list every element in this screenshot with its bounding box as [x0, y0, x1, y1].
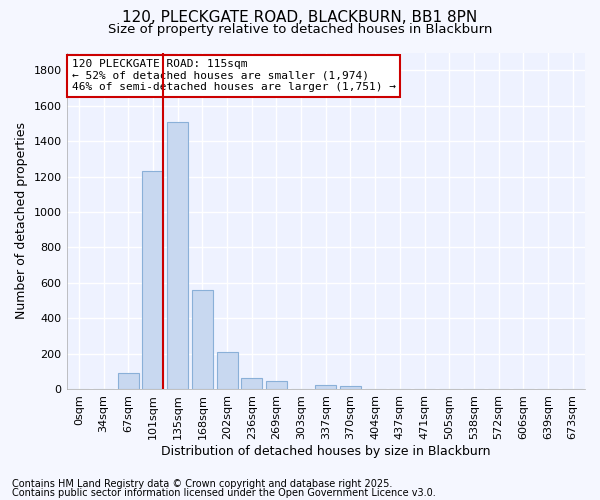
Bar: [340, 386, 361, 389]
Text: Contains HM Land Registry data © Crown copyright and database right 2025.: Contains HM Land Registry data © Crown c…: [12, 479, 392, 489]
Text: Contains public sector information licensed under the Open Government Licence v3: Contains public sector information licen…: [12, 488, 436, 498]
Bar: [266, 381, 287, 389]
Bar: [217, 352, 238, 389]
Bar: [142, 171, 163, 389]
Text: Size of property relative to detached houses in Blackburn: Size of property relative to detached ho…: [108, 22, 492, 36]
Bar: [192, 290, 213, 389]
Bar: [118, 373, 139, 389]
X-axis label: Distribution of detached houses by size in Blackburn: Distribution of detached houses by size …: [161, 444, 491, 458]
Bar: [241, 378, 262, 389]
Y-axis label: Number of detached properties: Number of detached properties: [15, 122, 28, 320]
Bar: [167, 122, 188, 389]
Text: 120, PLECKGATE ROAD, BLACKBURN, BB1 8PN: 120, PLECKGATE ROAD, BLACKBURN, BB1 8PN: [122, 10, 478, 25]
Text: 120 PLECKGATE ROAD: 115sqm
← 52% of detached houses are smaller (1,974)
46% of s: 120 PLECKGATE ROAD: 115sqm ← 52% of deta…: [72, 59, 396, 92]
Bar: [315, 384, 336, 389]
